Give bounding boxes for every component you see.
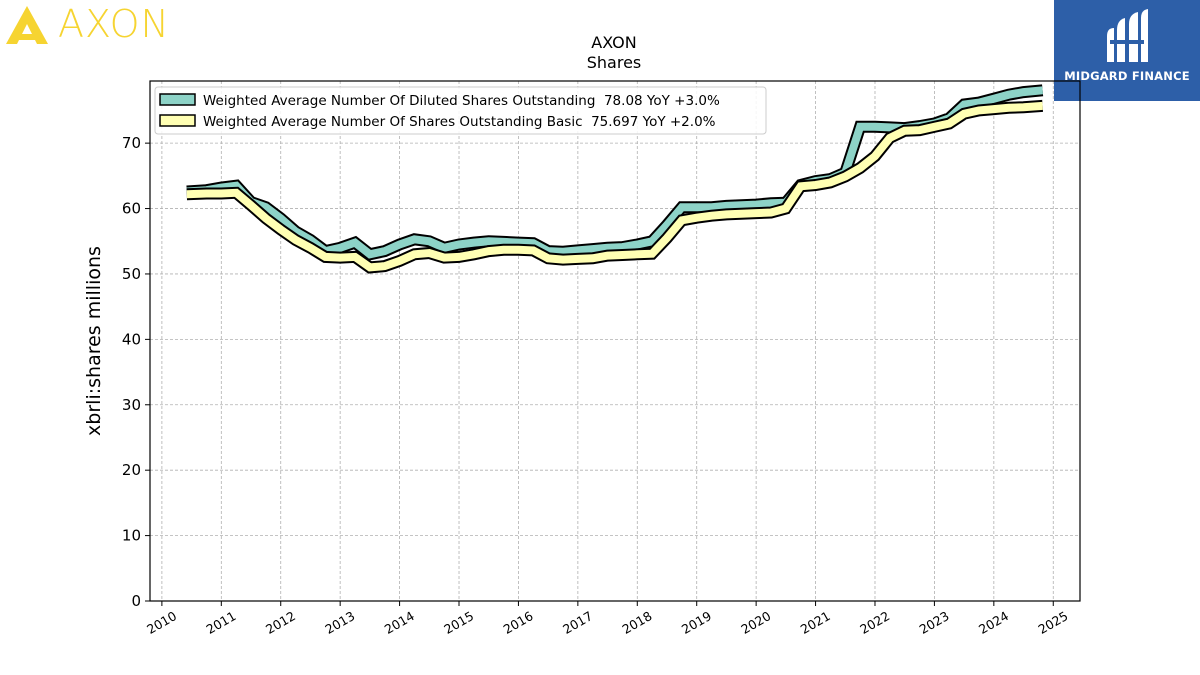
x-tick-label: 2021	[798, 608, 833, 637]
midgard-finance-badge: MIDGARD FINANCE	[1054, 0, 1200, 101]
legend-label-diluted: Weighted Average Number Of Diluted Share…	[203, 93, 720, 109]
chart-title: AXON	[591, 33, 636, 52]
x-tick-label: 2022	[857, 608, 892, 637]
brand-name: MIDGARD FINANCE	[1064, 69, 1190, 83]
x-tick-label: 2018	[620, 608, 655, 637]
x-tick-label: 2023	[917, 608, 952, 637]
legend: Weighted Average Number Of Diluted Share…	[154, 86, 767, 135]
x-tick-label: 2012	[263, 608, 298, 637]
midgard-logo-icon	[1107, 9, 1148, 62]
y-tick-label: 30	[122, 396, 141, 414]
chart-subtitle: Shares	[587, 53, 642, 72]
x-tick-label: 2010	[144, 608, 179, 637]
x-tick-label: 2011	[204, 608, 239, 637]
y-axis-label: xbrli:shares millions	[83, 246, 105, 436]
axon-logo: AXON	[4, 2, 184, 46]
grid	[150, 81, 1080, 602]
x-tick-label: 2016	[501, 608, 536, 637]
y-tick-label: 20	[122, 461, 141, 479]
series-line-basic	[186, 101, 1043, 272]
x-tick-label: 2024	[976, 608, 1011, 637]
x-tick-label: 2019	[679, 608, 714, 637]
legend-box	[154, 86, 767, 135]
plot-frame	[149, 80, 1081, 602]
x-tick-label: 2015	[441, 608, 476, 637]
legend-label-basic: Weighted Average Number Of Shares Outsta…	[203, 114, 716, 130]
legend-swatch-diluted	[159, 93, 196, 106]
axon-logo-icon	[6, 6, 48, 44]
y-tick-label: 40	[122, 330, 141, 348]
x-tick-label: 2020	[738, 608, 773, 637]
y-tick-label: 60	[122, 200, 141, 218]
axon-logo-text: AXON	[58, 2, 170, 46]
x-tick-label: 2014	[382, 608, 417, 637]
x-tick-label: 2017	[560, 608, 595, 637]
legend-swatch-basic	[159, 114, 196, 127]
y-tick-label: 0	[131, 592, 141, 610]
x-tick-label: 2013	[322, 608, 357, 637]
series-lines	[186, 84, 1044, 274]
y-tick-label: 70	[122, 134, 141, 152]
y-tick-label: 10	[122, 527, 141, 545]
x-tick-label: 2025	[1035, 608, 1070, 637]
y-tick-label: 50	[122, 265, 141, 283]
